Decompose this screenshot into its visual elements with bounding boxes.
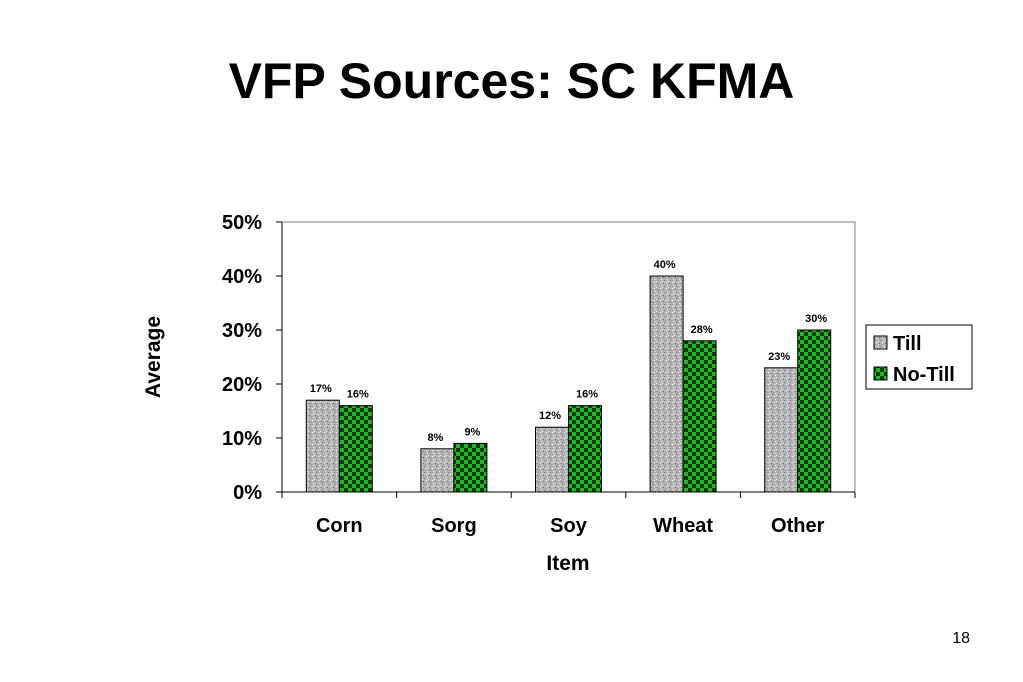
data-label-till-wheat: 40% xyxy=(654,259,676,271)
legend-label-till: Till xyxy=(893,333,922,355)
legend-label-notill: No-Till xyxy=(893,364,955,386)
x-category-label: Other xyxy=(771,515,825,537)
data-label-notill-corn: 16% xyxy=(347,389,369,401)
data-label-notill-wheat: 28% xyxy=(691,324,713,336)
bar-notill-wheat xyxy=(682,340,717,493)
legend-swatch-till xyxy=(873,335,888,350)
bar-notill-soy xyxy=(568,405,602,493)
legend: Till No-Till xyxy=(865,324,973,390)
data-label-notill-sorg: 9% xyxy=(464,426,480,438)
legend-swatch-notill xyxy=(873,366,888,381)
bar-notill-corn xyxy=(338,405,373,493)
y-tick-label: 50% xyxy=(222,212,262,234)
x-category-label: Soy xyxy=(550,515,588,537)
y-tick-label: 10% xyxy=(222,428,262,450)
x-category-label: Sorg xyxy=(431,515,477,537)
bar-till-corn xyxy=(305,399,340,493)
x-category-label: Corn xyxy=(316,515,363,537)
bar-notill-sorg xyxy=(453,442,488,493)
bar-notill-other xyxy=(797,329,832,493)
x-axis-title: Item xyxy=(546,552,589,575)
data-label-notill-soy: 16% xyxy=(576,389,598,401)
data-label-till-sorg: 8% xyxy=(427,432,443,444)
y-axis-title: Average xyxy=(142,316,165,398)
bar-till-sorg xyxy=(420,448,455,493)
data-label-till-corn: 17% xyxy=(310,383,332,395)
slide-title: VFP Sources: SC KFMA xyxy=(228,53,795,109)
y-tick-label: 20% xyxy=(222,374,262,396)
data-label-till-other: 23% xyxy=(768,351,790,363)
x-category-label: Wheat xyxy=(653,515,713,537)
bar-till-wheat xyxy=(649,275,684,493)
y-tick-label: 30% xyxy=(222,320,262,342)
bar-till-soy xyxy=(535,426,569,493)
y-tick-label: 40% xyxy=(222,266,262,288)
bar-till-other xyxy=(764,367,799,493)
data-label-till-soy: 12% xyxy=(539,410,561,422)
y-tick-label: 0% xyxy=(233,482,262,504)
page-number: 18 xyxy=(952,630,970,647)
data-label-notill-other: 30% xyxy=(805,313,827,325)
